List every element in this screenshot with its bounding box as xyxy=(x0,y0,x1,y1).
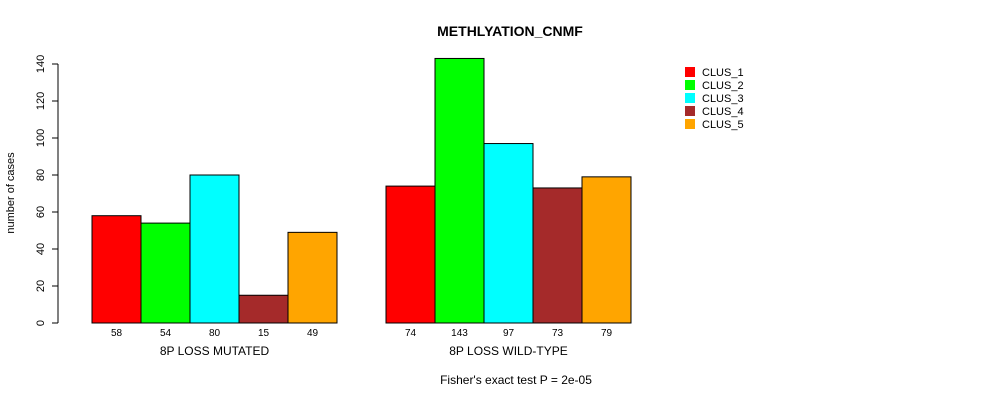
legend-entry: CLUS_1 xyxy=(702,67,744,79)
y-axis: 0 20 40 60 80 100 120 140 xyxy=(35,55,59,326)
y-tick-label: 140 xyxy=(35,55,47,73)
bar-clus-1-group-2 xyxy=(385,185,436,324)
bar-clus-3-group-1 xyxy=(189,174,240,324)
bar-value-labels: 58 54 80 15 49 74 143 97 73 79 xyxy=(111,328,613,339)
legend-swatch xyxy=(685,80,695,90)
legend-swatch xyxy=(685,67,695,77)
bar-value-label: 79 xyxy=(601,328,613,339)
legend-swatch xyxy=(685,106,695,116)
bar-clus-2-group-2 xyxy=(434,57,485,324)
bar-value-label: 54 xyxy=(160,328,172,339)
bars xyxy=(91,57,632,324)
bar-clus-2-group-1 xyxy=(140,222,191,324)
legend-swatch xyxy=(685,93,695,103)
y-tick-label: 40 xyxy=(35,243,47,255)
group-labels: 8P LOSS MUTATED 8P LOSS WILD-TYPE xyxy=(160,344,568,358)
bar-clus-3-group-2 xyxy=(483,143,534,324)
bar-clus-5-group-2 xyxy=(581,176,632,324)
bar-value-label: 143 xyxy=(451,328,468,339)
group-label: 8P LOSS WILD-TYPE xyxy=(449,344,567,358)
bar-value-label: 74 xyxy=(405,328,417,339)
bar-clus-4-group-1 xyxy=(238,294,289,324)
legend-entry: CLUS_5 xyxy=(702,119,744,131)
legend-swatch xyxy=(685,119,695,129)
bar-clus-4-group-2 xyxy=(532,187,583,324)
bar-value-label: 80 xyxy=(209,328,221,339)
bar-value-label: 58 xyxy=(111,328,123,339)
bar-clus-1-group-1 xyxy=(91,215,142,324)
y-tick-label: 120 xyxy=(35,92,47,110)
y-tick-label: 60 xyxy=(35,206,47,218)
bar-value-label: 73 xyxy=(552,328,564,339)
bar-clus-5-group-1 xyxy=(287,231,338,324)
bar-value-label: 49 xyxy=(307,328,319,339)
legend-entry: CLUS_2 xyxy=(702,80,744,92)
y-tick-label: 80 xyxy=(35,169,47,181)
legend-entry: CLUS_3 xyxy=(702,93,744,105)
bar-value-label: 97 xyxy=(503,328,515,339)
chart-title: METHLYATION_CNMF xyxy=(437,23,583,39)
group-label: 8P LOSS MUTATED xyxy=(160,344,270,358)
y-tick-label: 20 xyxy=(35,280,47,292)
y-axis-title: number of cases xyxy=(5,152,17,234)
y-tick-label: 0 xyxy=(35,320,47,326)
legend-entry: CLUS_4 xyxy=(702,106,744,118)
bar-value-label: 15 xyxy=(258,328,270,339)
footnote: Fisher's exact test P = 2e-05 xyxy=(440,373,592,387)
y-tick-label: 100 xyxy=(35,129,47,147)
